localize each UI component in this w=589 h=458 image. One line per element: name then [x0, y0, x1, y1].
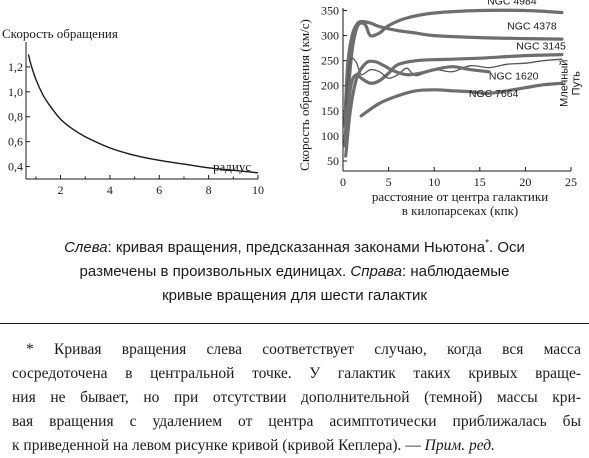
caption-line-3: кривые вращения для шести галактик [162, 287, 427, 304]
right-chart-axes: 0 5 10 15 20 25 50 100 150 200 250 300 350 [321, 4, 577, 189]
figures: Скорость обращения радиус 2 4 6 8 10 0,4 0,6 0,… [2, 0, 582, 218]
caption-line-2: размечены в произвольных единицах. Справ… [10, 260, 579, 284]
left-y-tick-label: 0,8 [8, 110, 23, 124]
rotation-curve [345, 57, 563, 107]
right-x-tick-label: 25 [565, 175, 577, 189]
right-chart-plot: NGC 4984 NGC 4378 NGC 3145 NGC 1620 NGC 7664… [343, 0, 582, 158]
rotation-curve [343, 19, 564, 128]
series-label: NGC 7664 [469, 88, 519, 100]
left-chart-ylabel: Скорость обращения [2, 26, 118, 41]
right-x-tick-label: 5 [386, 175, 392, 189]
caption-right-label: Справа [350, 263, 402, 280]
right-x-tick-label: 0 [340, 175, 346, 189]
left-y-tick-label: 1,0 [8, 85, 23, 99]
right-y-tick-label: 300 [321, 29, 339, 43]
series-label: NGC 3145 [516, 41, 566, 53]
caption-line2-start: размечены в произвольных единицах. [79, 263, 351, 280]
right-y-tick-label: 100 [321, 129, 339, 143]
left-chart-xlabel: радиус [213, 159, 251, 174]
left-x-tick-label: 2 [58, 183, 64, 197]
right-x-tick-label: 20 [519, 175, 531, 189]
right-y-tick-label: 150 [321, 104, 339, 118]
left-x-tick-label: 8 [206, 183, 212, 197]
right-y-tick-label: 200 [321, 79, 339, 93]
left-x-tick-label: 10 [252, 183, 264, 197]
caption-right-text: : наблюдаемые [402, 263, 510, 280]
newton-rotation-chart: Скорость обращения радиус 2 4 6 8 10 0,4 0,6 0,… [2, 26, 264, 197]
kepler-curve [27, 54, 259, 174]
right-chart-xlabel-line1: расстояние от центра галактики [372, 189, 548, 204]
caption-line1-end: . Оси [489, 239, 525, 256]
footnote-editor-note: Прим. ред. [424, 437, 495, 454]
left-chart-axes: 2 4 6 8 10 0,4 0,6 0,8 1,0 1,2 [8, 42, 264, 197]
right-chart-ylabel: Скорость обращения (км/с) [297, 19, 312, 171]
left-y-tick-label: 1,2 [8, 60, 23, 74]
left-chart-plot [27, 54, 259, 174]
right-x-tick-label: 15 [474, 175, 486, 189]
series-label: NGC 4984 [487, 0, 537, 7]
milky-way-label: Млечный Путь [558, 60, 582, 107]
footnote-line: ния не бывает, но при отсутствии дополни… [12, 389, 581, 406]
series-label: Млечный [558, 60, 570, 107]
series-label: Путь [570, 71, 582, 95]
series-label: NGC 1620 [489, 71, 539, 83]
series-label: NGC 4378 [507, 21, 557, 33]
footnote-line: вая вращения с удалением от центра асимп… [12, 413, 581, 430]
right-y-tick-label: 50 [327, 154, 339, 168]
left-x-tick-label: 6 [156, 183, 162, 197]
left-y-tick-label: 0,6 [8, 135, 23, 149]
caption-footnote-marker: * [485, 238, 490, 249]
right-x-tick-label: 10 [428, 175, 440, 189]
rotation-curve [344, 59, 491, 158]
right-y-tick-label: 350 [321, 4, 339, 18]
right-y-tick-label: 250 [321, 54, 339, 68]
footnote-line: * Кривая вращения слева соответствует сл… [26, 341, 581, 358]
rotation-curve [344, 53, 564, 143]
caption-left-text: : кривая вращения, предсказанная законам… [107, 239, 486, 256]
rotation-curve [359, 81, 564, 118]
figure-caption: Слева: кривая вращения, предсказанная за… [10, 232, 579, 308]
footnote-line-text: к приведенной на левом рисунке кривой (к… [12, 437, 421, 454]
footnote-line-last: к приведенной на левом рисунке кривой (к… [12, 434, 581, 458]
footnote: * Кривая вращения слева соответствует сл… [12, 338, 581, 458]
footnote-line: сосредоточена в центральной точке. У гал… [12, 365, 581, 382]
caption-left-label: Слева [64, 239, 108, 256]
rotation-curve [343, 8, 564, 148]
right-chart-xlabel-line2: в килопарсеках (кпк) [402, 203, 518, 218]
left-x-tick-label: 4 [107, 183, 113, 197]
left-y-tick-label: 0,4 [8, 160, 23, 174]
caption-line-1: Слева: кривая вращения, предсказанная за… [10, 232, 579, 260]
footnote-divider [0, 323, 589, 324]
